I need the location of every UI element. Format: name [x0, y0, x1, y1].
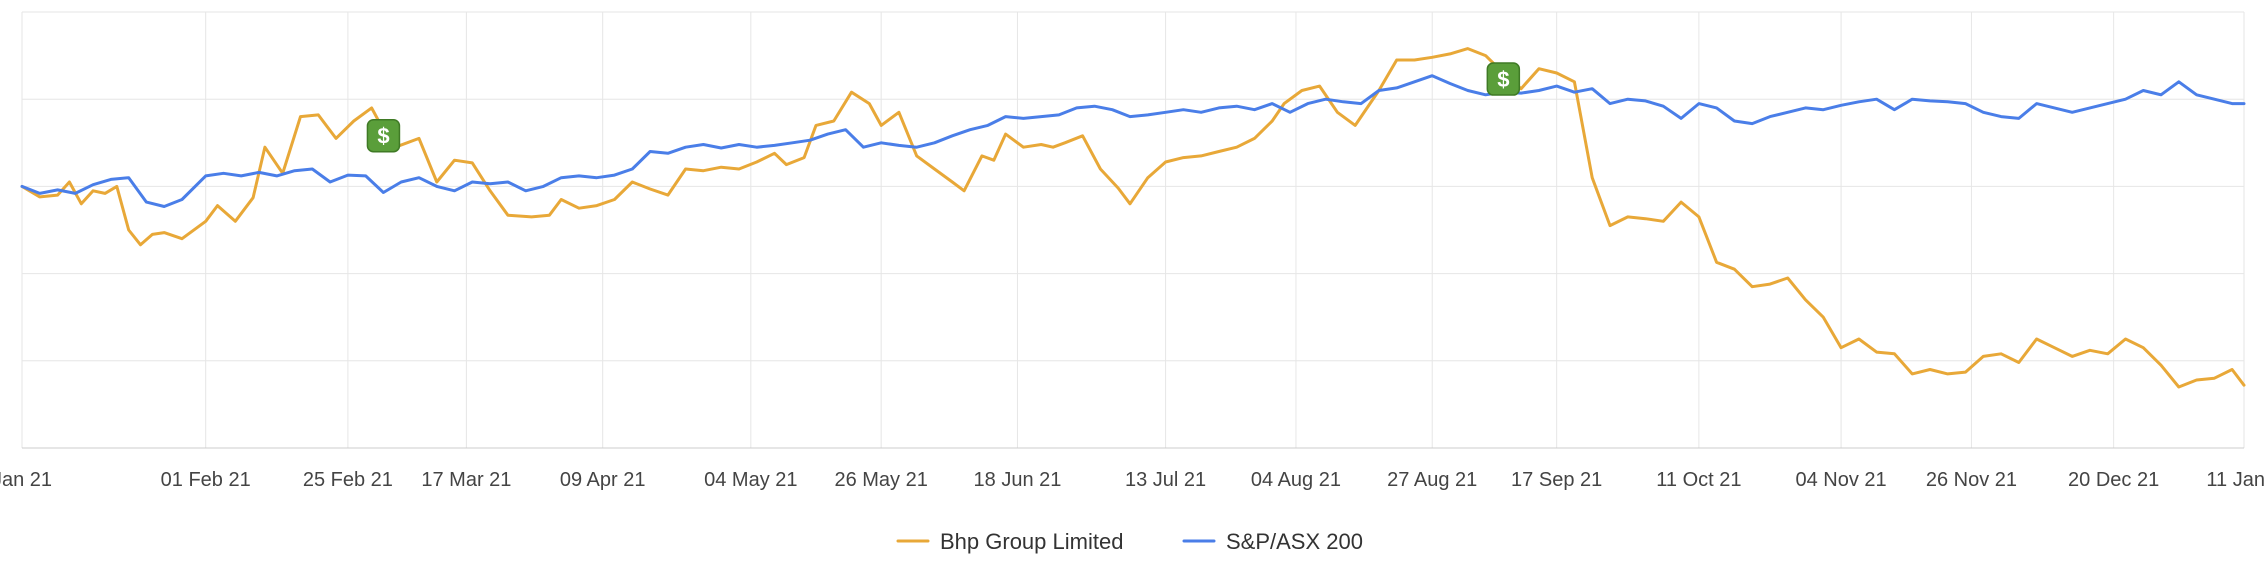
x-tick-label: 11 Oct 21 — [1656, 469, 1741, 491]
dollar-icon-label: $ — [1497, 67, 1509, 92]
series-lines — [20, 47, 2246, 389]
legend-item: S&P/ASX 200 — [1182, 529, 1363, 554]
legend-label: S&P/ASX 200 — [1226, 529, 1363, 554]
x-tick-label: 01 Feb 21 — [161, 469, 251, 491]
series-line-bhp — [20, 47, 2246, 389]
dividend-marker: $ — [366, 118, 401, 153]
x-tick-label: 11 Jan 2 — [2206, 469, 2266, 491]
gridlines — [21, 11, 2245, 449]
legend-label: Bhp Group Limited — [940, 529, 1123, 554]
x-tick-label: 20 Dec 21 — [2068, 469, 2159, 491]
x-tick-label: 17 Mar 21 — [421, 469, 511, 491]
x-tick-label: 04 Aug 21 — [1251, 469, 1341, 491]
x-tick-label: 17 Sep 21 — [1511, 469, 1602, 491]
x-tick-label: 25 Feb 21 — [303, 469, 393, 491]
series-line-asx200 — [20, 74, 2246, 208]
x-tick-label: 27 Aug 21 — [1387, 469, 1477, 491]
dollar-icon-label: $ — [377, 124, 389, 149]
dividend-markers: $$ — [366, 62, 1521, 153]
x-tick-label: 26 May 21 — [834, 469, 927, 491]
legend-item: Bhp Group Limited — [896, 529, 1123, 554]
x-axis: Jan 21 01 Feb 21 25 Feb 21 17 Mar 21 09 Apr … — [0, 447, 2266, 491]
dollar-icon — [366, 118, 401, 153]
x-tick-label: 04 Nov 21 — [1795, 469, 1886, 491]
x-tick-label: 26 Nov 21 — [1926, 469, 2017, 491]
x-tick-label: 09 Apr 21 — [560, 469, 646, 491]
legend: Bhp Group Limited S&P/ASX 200 — [896, 529, 1363, 554]
x-tick-label: 04 May 21 — [704, 469, 797, 491]
x-tick-label: Jan 21 — [0, 469, 52, 491]
dividend-marker: $ — [1486, 62, 1521, 96]
x-tick-label: 13 Jul 21 — [1125, 469, 1206, 491]
dollar-icon — [1486, 62, 1521, 96]
x-tick-label: 18 Jun 21 — [974, 469, 1062, 491]
